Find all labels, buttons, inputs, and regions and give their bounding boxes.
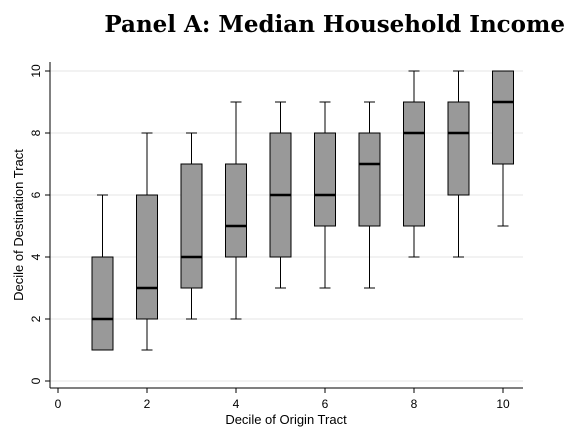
x-tick-label: 8 — [411, 397, 418, 411]
box-decile-10 — [492, 70, 514, 227]
box-decile-8 — [403, 70, 425, 258]
box-decile-2 — [136, 132, 158, 351]
x-tick-label: 10 — [496, 397, 510, 411]
iqr-box — [403, 101, 425, 227]
box-decile-1 — [91, 194, 114, 351]
box-decile-4 — [225, 101, 247, 320]
y-tick-label: 0 — [29, 377, 43, 384]
iqr-box — [225, 163, 247, 258]
iqr-box — [314, 132, 336, 227]
chart-title: Panel A: Median Household Income — [104, 11, 565, 38]
x-tick-label: 4 — [233, 397, 240, 411]
iqr-box — [91, 256, 114, 351]
box-decile-6 — [314, 101, 336, 289]
y-tick-label: 4 — [29, 253, 43, 260]
y-tick-label: 8 — [29, 129, 43, 136]
y-tick-label: 2 — [29, 315, 43, 322]
y-axis-label: Decile of Destination Tract — [11, 149, 26, 301]
x-axis-label: Decile of Origin Tract — [225, 412, 347, 427]
iqr-box — [492, 70, 514, 165]
box-decile-3 — [180, 132, 203, 320]
box-decile-7 — [358, 101, 381, 289]
iqr-box — [180, 163, 203, 289]
iqr-box — [447, 101, 470, 196]
y-tick-label: 10 — [29, 64, 43, 78]
boxes — [91, 70, 514, 351]
axes: 0 2 4 6 8 10 0 2 4 6 8 10 — [29, 62, 523, 411]
iqr-box — [136, 194, 158, 320]
y-tick-label: 6 — [29, 191, 43, 198]
x-tick-label: 0 — [55, 397, 62, 411]
box-decile-9 — [447, 70, 470, 258]
x-tick-label: 6 — [322, 397, 329, 411]
box-decile-5 — [269, 101, 292, 289]
iqr-box — [358, 132, 381, 227]
x-tick-label: 2 — [144, 397, 151, 411]
